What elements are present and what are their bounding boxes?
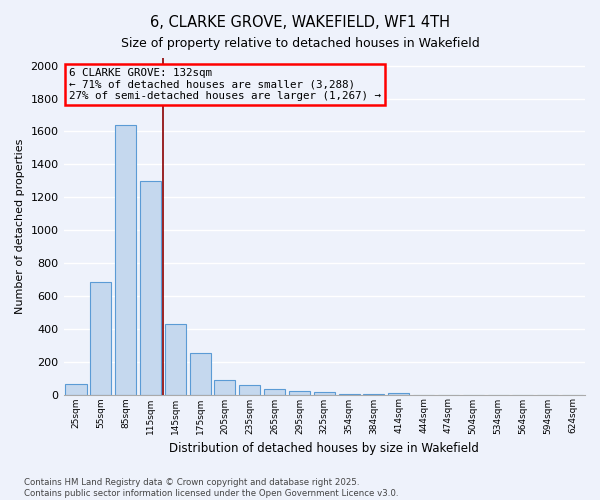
Bar: [165, 324, 186, 394]
Bar: [115, 125, 136, 394]
Bar: [264, 389, 285, 394]
Bar: [65, 384, 86, 394]
Bar: [190, 352, 211, 395]
Bar: [90, 282, 112, 395]
Bar: [289, 391, 310, 394]
Bar: [239, 386, 260, 394]
Text: Contains HM Land Registry data © Crown copyright and database right 2025.
Contai: Contains HM Land Registry data © Crown c…: [24, 478, 398, 498]
Text: 6, CLARKE GROVE, WAKEFIELD, WF1 4TH: 6, CLARKE GROVE, WAKEFIELD, WF1 4TH: [150, 15, 450, 30]
Text: 6 CLARKE GROVE: 132sqm
← 71% of detached houses are smaller (3,288)
27% of semi-: 6 CLARKE GROVE: 132sqm ← 71% of detached…: [69, 68, 381, 101]
X-axis label: Distribution of detached houses by size in Wakefield: Distribution of detached houses by size …: [169, 442, 479, 455]
Bar: [214, 380, 235, 394]
Text: Size of property relative to detached houses in Wakefield: Size of property relative to detached ho…: [121, 38, 479, 51]
Bar: [314, 392, 335, 394]
Bar: [140, 181, 161, 394]
Bar: [388, 393, 409, 394]
Y-axis label: Number of detached properties: Number of detached properties: [15, 138, 25, 314]
